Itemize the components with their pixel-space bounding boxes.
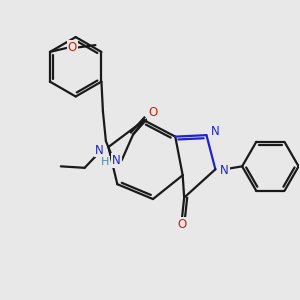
Text: O: O bbox=[177, 218, 186, 231]
Text: H: H bbox=[101, 157, 109, 167]
Text: N: N bbox=[94, 143, 103, 157]
Text: O: O bbox=[68, 41, 77, 54]
Text: N: N bbox=[112, 154, 121, 167]
Text: N: N bbox=[220, 164, 229, 177]
Text: N: N bbox=[210, 125, 219, 138]
Text: O: O bbox=[148, 106, 158, 119]
